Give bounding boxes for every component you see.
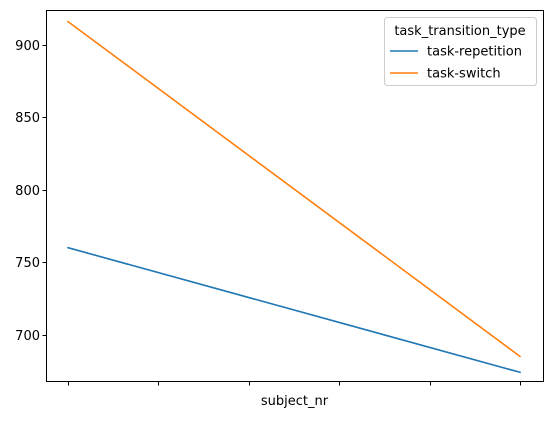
series-line-task-repetition <box>67 246 521 374</box>
legend-box <box>384 17 537 86</box>
x-axis-title: subject_nr <box>261 394 329 409</box>
y-tick-label: 800 <box>15 184 40 199</box>
series-line-task-switch <box>66 20 522 358</box>
legend-label-task-repetition: task-repetition <box>427 45 522 60</box>
legend-entries: task-repetition task-switch <box>390 45 522 82</box>
x-axis <box>68 381 521 386</box>
y-tick-label: 850 <box>15 111 40 126</box>
plot-frame <box>46 10 544 382</box>
legend-label-task-switch: task-switch <box>427 67 501 82</box>
y-tick-label: 900 <box>15 39 40 54</box>
legend: task_transition_type task-repetitiontask… <box>384 17 537 86</box>
y-axis: 700 750 800 850 900 <box>15 39 47 344</box>
series-layer <box>66 20 522 374</box>
y-tick-label: 700 <box>15 329 40 344</box>
y-tick-label: 750 <box>15 256 40 271</box>
legend-title: task_transition_type <box>394 24 525 39</box>
